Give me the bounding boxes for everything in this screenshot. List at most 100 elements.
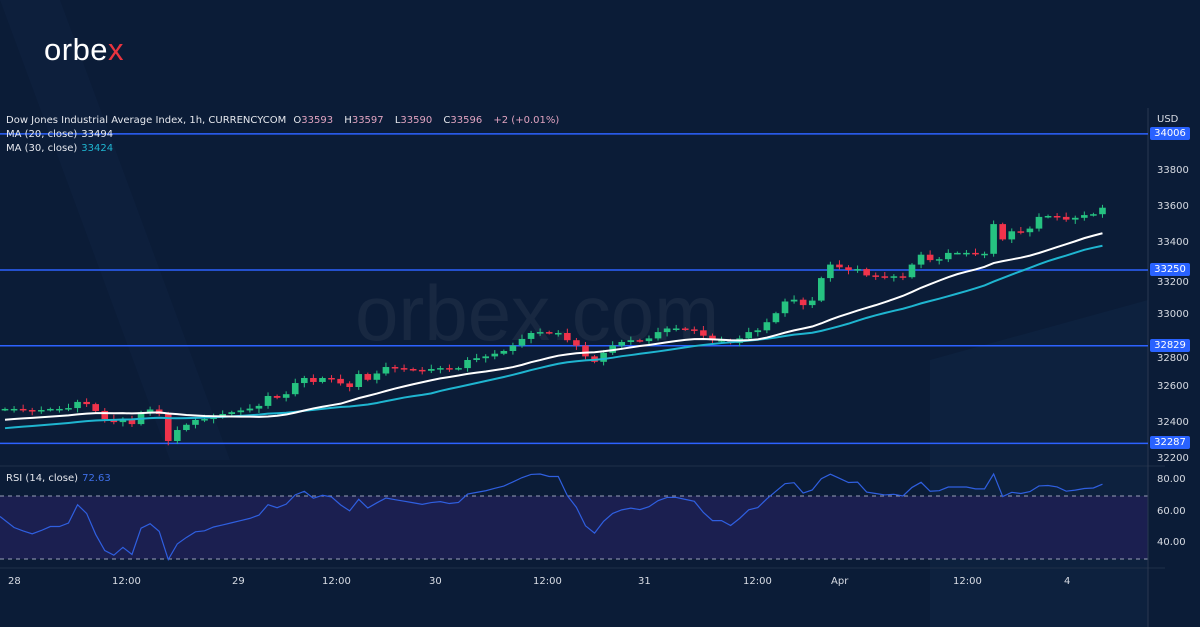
candle[interactable] xyxy=(954,251,961,255)
candle[interactable] xyxy=(836,260,843,270)
candle[interactable] xyxy=(192,417,199,429)
candle[interactable] xyxy=(237,407,245,416)
candle[interactable] xyxy=(672,324,680,332)
candle[interactable] xyxy=(908,263,916,279)
candle[interactable] xyxy=(681,327,689,331)
candle[interactable] xyxy=(627,336,635,345)
candle[interactable] xyxy=(1017,226,1025,235)
candle[interactable] xyxy=(373,370,381,384)
candle[interactable] xyxy=(582,342,589,360)
candle[interactable] xyxy=(1008,228,1016,243)
candle[interactable] xyxy=(273,394,281,400)
candle[interactable] xyxy=(536,328,544,336)
candle[interactable] xyxy=(754,328,762,337)
candle[interactable] xyxy=(1090,212,1097,217)
candle[interactable] xyxy=(400,364,408,372)
symbol-legend[interactable]: Dow Jones Industrial Average Index, 1h, … xyxy=(6,115,563,126)
candle[interactable] xyxy=(863,267,870,277)
candle[interactable] xyxy=(1035,213,1043,232)
candle[interactable] xyxy=(92,402,99,413)
candle[interactable] xyxy=(818,276,825,303)
candle[interactable] xyxy=(37,406,45,414)
candle[interactable] xyxy=(47,407,54,412)
candle[interactable] xyxy=(772,311,780,324)
candle[interactable] xyxy=(1062,212,1070,222)
candle[interactable] xyxy=(518,334,526,348)
candle[interactable] xyxy=(827,261,834,282)
candle[interactable] xyxy=(500,349,508,356)
ma30-legend[interactable]: MA (30, close) 33424 xyxy=(6,143,117,154)
candle[interactable] xyxy=(255,403,263,413)
candle[interactable] xyxy=(600,349,607,366)
candle[interactable] xyxy=(645,335,653,345)
candle[interactable] xyxy=(382,362,390,376)
candle[interactable] xyxy=(364,372,372,382)
candle[interactable] xyxy=(65,403,72,412)
candle[interactable] xyxy=(745,327,753,341)
candle[interactable] xyxy=(1071,215,1079,224)
candle[interactable] xyxy=(310,374,317,385)
candle[interactable] xyxy=(319,376,326,384)
candle[interactable] xyxy=(799,297,807,310)
candle[interactable] xyxy=(845,265,852,275)
candle[interactable] xyxy=(482,354,490,363)
candle[interactable] xyxy=(573,338,580,350)
candle[interactable] xyxy=(700,325,707,338)
candle[interactable] xyxy=(10,406,18,413)
candle[interactable] xyxy=(228,410,236,416)
candle[interactable] xyxy=(418,367,426,375)
candle[interactable] xyxy=(246,404,254,413)
candle[interactable] xyxy=(174,426,181,444)
candle[interactable] xyxy=(1044,214,1052,219)
candle[interactable] xyxy=(990,220,997,257)
candle[interactable] xyxy=(972,248,979,256)
candle[interactable] xyxy=(636,338,644,343)
candle[interactable] xyxy=(128,415,136,427)
candle[interactable] xyxy=(437,365,444,374)
candle[interactable] xyxy=(872,272,880,280)
candle[interactable] xyxy=(282,391,290,402)
candle[interactable] xyxy=(545,330,553,335)
candle[interactable] xyxy=(917,251,925,269)
candle[interactable] xyxy=(527,330,535,344)
candle[interactable] xyxy=(999,222,1006,241)
candle[interactable] xyxy=(781,298,789,317)
candle[interactable] xyxy=(355,370,363,390)
candle[interactable] xyxy=(691,326,698,334)
candle[interactable] xyxy=(881,271,889,280)
candle[interactable] xyxy=(981,251,988,259)
candle[interactable] xyxy=(74,399,81,413)
candle[interactable] xyxy=(183,423,190,432)
candle[interactable] xyxy=(509,342,517,355)
candle[interactable] xyxy=(301,375,308,388)
candle[interactable] xyxy=(291,378,299,397)
candle[interactable] xyxy=(790,295,798,304)
candle[interactable] xyxy=(455,366,462,371)
candle[interactable] xyxy=(1053,213,1061,221)
candle[interactable] xyxy=(854,265,861,273)
candle[interactable] xyxy=(935,257,943,265)
candle[interactable] xyxy=(337,374,344,386)
candle[interactable] xyxy=(1026,226,1034,237)
candle[interactable] xyxy=(1081,211,1088,221)
candle[interactable] xyxy=(763,318,771,334)
candle[interactable] xyxy=(264,392,272,409)
candle[interactable] xyxy=(427,364,435,373)
candle[interactable] xyxy=(473,353,480,363)
candle[interactable] xyxy=(890,274,898,282)
candle[interactable] xyxy=(164,411,172,446)
candle[interactable] xyxy=(654,327,662,341)
candle[interactable] xyxy=(464,357,471,372)
candle[interactable] xyxy=(19,404,27,413)
candle[interactable] xyxy=(808,297,816,308)
candle[interactable] xyxy=(663,326,671,337)
candle[interactable] xyxy=(491,350,499,360)
candle[interactable] xyxy=(1,407,9,412)
candle[interactable] xyxy=(56,406,63,413)
ma20-legend[interactable]: MA (20, close) 33494 xyxy=(6,129,117,140)
candle[interactable] xyxy=(328,375,335,383)
candle[interactable] xyxy=(446,364,453,372)
candle[interactable] xyxy=(346,381,353,392)
candle[interactable] xyxy=(564,328,571,343)
